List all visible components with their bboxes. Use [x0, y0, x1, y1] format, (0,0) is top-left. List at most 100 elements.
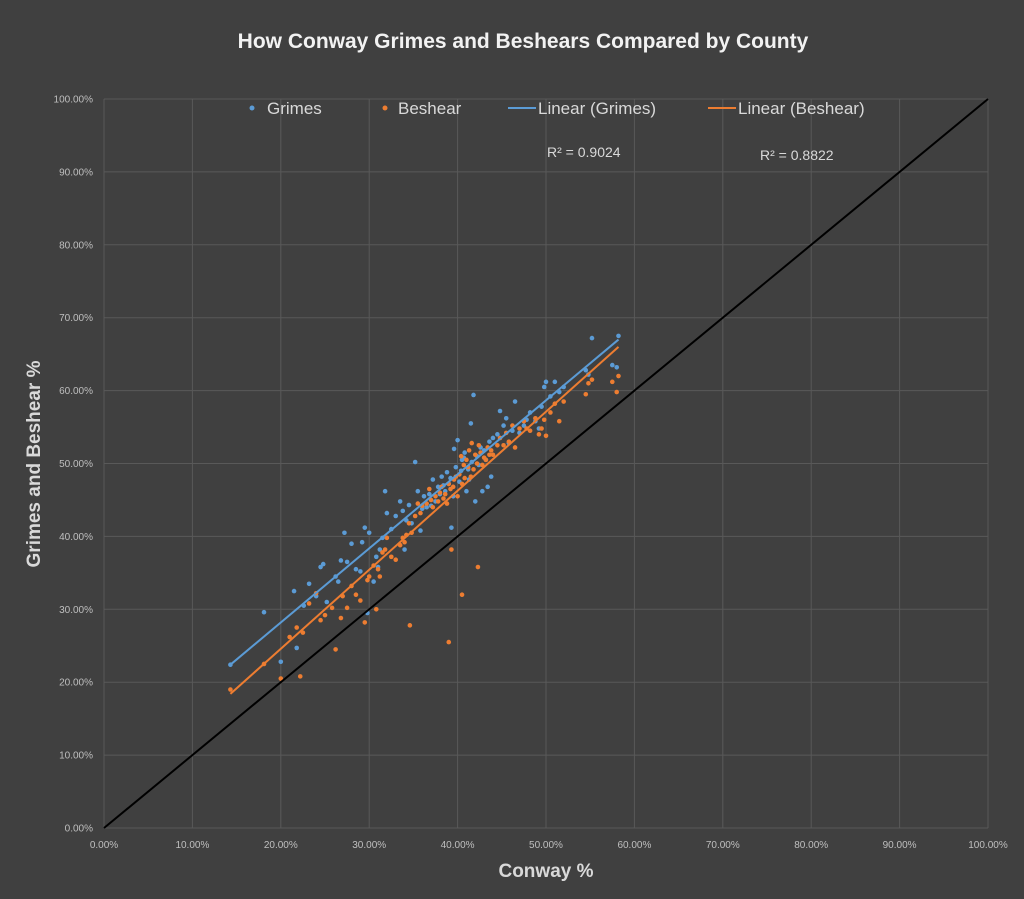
data-point-beshear — [294, 625, 300, 630]
data-point-grimes — [382, 488, 388, 494]
data-point-beshear — [589, 377, 595, 382]
data-point-grimes — [366, 530, 372, 536]
data-point-beshear — [228, 687, 233, 692]
data-point-grimes — [359, 539, 365, 545]
data-point-beshear — [333, 647, 338, 652]
data-point-beshear — [543, 433, 549, 439]
data-point-beshear — [610, 379, 615, 385]
data-point-grimes — [377, 547, 383, 552]
data-point-beshear — [541, 417, 547, 423]
data-point-grimes — [464, 488, 469, 494]
data-point-beshear — [446, 639, 452, 645]
x-tick-label: 30.00% — [352, 840, 386, 851]
data-point-beshear — [406, 520, 412, 526]
data-point-beshear — [471, 467, 476, 472]
data-point-grimes — [439, 474, 444, 479]
data-point-grimes — [373, 554, 379, 560]
data-point-beshear — [329, 605, 335, 611]
data-point-beshear — [362, 620, 368, 625]
data-point-beshear — [469, 440, 475, 446]
legend: Grimes Beshear Linear (Grimes) Linear (B… — [249, 99, 865, 118]
y-tick-label: 60.00% — [59, 386, 93, 397]
data-point-grimes — [503, 416, 509, 421]
data-point-grimes — [480, 488, 485, 494]
legend-label-linear-beshear: Linear (Beshear) — [738, 99, 865, 118]
x-tick-label: 80.00% — [794, 840, 828, 851]
data-point-beshear — [464, 457, 469, 463]
data-point-grimes — [453, 464, 459, 470]
data-point-grimes — [406, 502, 412, 508]
data-point-grimes — [485, 484, 490, 490]
data-point-beshear — [476, 442, 482, 448]
data-point-grimes — [342, 530, 347, 536]
data-point-grimes — [415, 488, 421, 494]
data-point-beshear — [366, 574, 372, 579]
data-point-beshear — [365, 577, 370, 583]
data-point-beshear — [344, 605, 350, 611]
data-point-beshear — [358, 598, 363, 603]
data-point-beshear — [278, 676, 284, 681]
data-point-grimes — [435, 484, 441, 490]
data-point-beshear — [480, 462, 485, 468]
legend-marker-beshear — [382, 105, 388, 111]
data-point-grimes — [338, 558, 344, 563]
data-point-beshear — [459, 592, 465, 598]
data-point-grimes — [430, 477, 436, 482]
data-point-grimes — [278, 659, 284, 665]
data-point-beshear — [415, 501, 421, 506]
data-point-grimes — [541, 384, 547, 390]
data-point-beshear — [393, 557, 399, 563]
data-point-beshear — [318, 617, 323, 623]
data-point-beshear — [495, 442, 500, 448]
trendline-beshear — [229, 346, 620, 695]
data-point-beshear — [306, 601, 312, 606]
data-point-grimes — [449, 525, 454, 530]
data-point-grimes — [397, 499, 403, 504]
data-point-beshear — [488, 448, 494, 453]
gridlines — [103, 98, 989, 829]
data-point-grimes — [418, 528, 423, 533]
y-tick-label: 10.00% — [59, 751, 93, 762]
data-point-grimes — [371, 579, 376, 584]
x-axis-ticks: 0.00% 10.00% 20.00% 30.00% 40.00% 50.00% 60.00… — [90, 840, 1008, 851]
data-point-beshear — [384, 535, 390, 541]
data-point-grimes — [455, 437, 460, 443]
data-point-grimes — [402, 547, 407, 552]
data-point-grimes — [497, 408, 503, 414]
data-point-grimes — [261, 609, 267, 615]
data-point-beshear — [539, 426, 544, 431]
data-point-grimes — [335, 579, 341, 584]
data-point-beshear — [512, 445, 518, 450]
x-tick-label: 50.00% — [529, 840, 563, 851]
data-point-grimes — [412, 459, 418, 465]
data-point-grimes — [444, 469, 450, 475]
chart-title: How Conway Grimes and Beshears Compared … — [238, 30, 809, 53]
data-point-beshear — [561, 399, 566, 404]
data-point-beshear — [450, 484, 456, 490]
data-point-beshear — [287, 634, 292, 640]
data-point-beshear — [427, 486, 432, 492]
y-axis-ticks: 0.00% 10.00% 20.00% 30.00% 40.00% 50.00% 60.00… — [54, 95, 94, 835]
data-point-grimes — [488, 474, 494, 479]
data-point-beshear — [586, 381, 591, 386]
x-tick-label: 60.00% — [617, 840, 651, 851]
data-point-beshear — [418, 510, 423, 516]
data-point-grimes — [472, 499, 478, 504]
legend-marker-grimes — [249, 105, 255, 111]
data-point-beshear — [614, 389, 620, 395]
legend-label-grimes: Grimes — [267, 99, 322, 118]
data-point-beshear — [430, 504, 436, 510]
y-axis-label: Grimes and Beshear % — [24, 360, 45, 567]
data-point-grimes — [451, 446, 457, 452]
y-tick-label: 0.00% — [65, 824, 93, 835]
trendlines — [229, 338, 620, 695]
data-point-beshear — [442, 491, 448, 497]
data-point-beshear — [441, 496, 446, 501]
y-tick-label: 80.00% — [59, 240, 93, 251]
legend-label-beshear: Beshear — [398, 99, 462, 118]
data-point-grimes — [427, 491, 432, 497]
data-point-grimes — [552, 379, 558, 385]
data-point-beshear — [548, 410, 553, 415]
